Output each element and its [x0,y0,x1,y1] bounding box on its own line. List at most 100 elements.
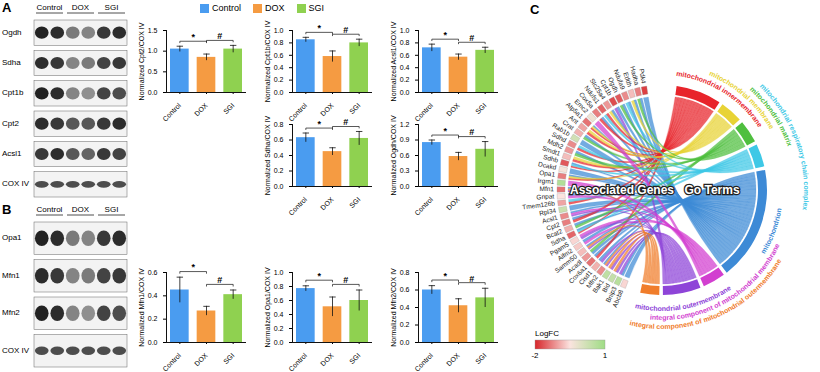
svg-text:0.2: 0.2 [274,325,284,332]
svg-text:0.0: 0.0 [400,183,410,190]
svg-text:0.8: 0.8 [400,269,410,276]
svg-text:Associated Genes: Associated Genes [570,183,674,197]
svg-text:0.0: 0.0 [400,339,410,346]
svg-text:Control: Control [287,351,308,372]
svg-text:SGI: SGI [348,196,362,210]
svg-text:0.0: 0.0 [148,89,158,96]
svg-text:Control: Control [37,3,63,12]
svg-text:*: * [191,262,195,272]
svg-text:DOX: DOX [72,3,90,12]
svg-text:Normalized Mfn1/COX IV: Normalized Mfn1/COX IV [138,268,145,347]
svg-text:Control: Control [161,101,182,122]
svg-text:0.8: 0.8 [274,283,284,290]
svg-text:*: * [443,30,447,40]
svg-text:0.2: 0.2 [274,167,284,174]
svg-text:Normalized Cpt2/COX IV: Normalized Cpt2/COX IV [138,22,146,100]
svg-text:0.8: 0.8 [274,39,284,46]
svg-text:0.4: 0.4 [400,304,410,311]
svg-text:SGI: SGI [474,102,488,116]
svg-text:C: C [530,2,540,17]
svg-text:*: * [317,271,321,281]
svg-text:DOX: DOX [193,351,209,367]
svg-text:Cpt2: Cpt2 [2,119,19,128]
svg-text:#: # [217,275,222,285]
svg-text:1.0: 1.0 [148,47,158,54]
svg-text:0.4: 0.4 [274,64,284,71]
svg-text:1.0: 1.0 [274,27,284,34]
svg-text:mitochondrial outermembrane: mitochondrial outermembrane [635,284,732,312]
svg-text:Mfn2: Mfn2 [2,308,20,317]
svg-text:Control: Control [161,351,182,372]
svg-text:Go Terms: Go Terms [684,183,739,197]
svg-text:*: * [443,126,447,136]
svg-text:0.6: 0.6 [274,297,284,304]
svg-text:DOX: DOX [193,101,209,117]
svg-text:0.4: 0.4 [400,64,410,71]
svg-text:#: # [469,33,474,43]
svg-text:SGI: SGI [474,196,488,210]
svg-text:*: * [191,32,195,42]
svg-text:Control: Control [413,101,434,122]
svg-text:B: B [2,202,11,217]
svg-text:Gnpat: Gnpat [536,192,554,201]
svg-text:#: # [469,127,474,137]
svg-text:0.4: 0.4 [274,311,284,318]
svg-text:1.0: 1.0 [400,27,410,34]
svg-text:SGI: SGI [474,352,488,366]
svg-text:1.5: 1.5 [148,27,158,34]
svg-text:Mfn1: Mfn1 [540,185,555,192]
svg-text:#: # [343,275,348,285]
svg-text:DOX: DOX [319,101,335,117]
svg-text:0.8: 0.8 [400,39,410,46]
svg-text:0.8: 0.8 [274,121,284,128]
svg-text:1: 1 [603,351,608,360]
svg-text:0.4: 0.4 [274,152,284,159]
svg-text:0.4: 0.4 [148,292,158,299]
svg-text:0.2: 0.2 [274,76,284,83]
svg-text:Normalized Cpt1b/COX IV: Normalized Cpt1b/COX IV [264,20,272,102]
svg-text:COX IV: COX IV [2,346,30,355]
svg-text:SGI: SGI [105,3,119,12]
svg-text:0.3: 0.3 [400,167,410,174]
svg-text:Control: Control [37,205,63,214]
svg-text:0.9: 0.9 [400,136,410,143]
svg-text:#: # [343,25,348,35]
svg-text:Ogdh: Ogdh [2,28,22,37]
svg-text:Normalized Acsl1/COX IV: Normalized Acsl1/COX IV [390,21,397,101]
svg-text:0.0: 0.0 [274,339,284,346]
svg-text:Control: Control [287,195,308,216]
svg-text:0.5: 0.5 [148,68,158,75]
svg-text:Normalized Mfn2/COX IV: Normalized Mfn2/COX IV [390,268,397,347]
svg-text:Cpt1b: Cpt1b [2,88,24,97]
svg-text:Normalized Sdha/COX IV: Normalized Sdha/COX IV [264,115,271,195]
svg-text:Control: Control [413,195,434,216]
svg-text:-2: -2 [531,351,539,360]
svg-text:#: # [343,117,348,127]
svg-text:0.6: 0.6 [274,136,284,143]
svg-text:0.6: 0.6 [400,52,410,59]
svg-text:SGI: SGI [105,205,119,214]
svg-text:Control: Control [413,351,434,372]
svg-text:Opa1: Opa1 [2,233,22,242]
svg-text:Irgm1: Irgm1 [537,177,555,186]
svg-text:Control: Control [287,101,308,122]
svg-text:0.0: 0.0 [148,339,158,346]
svg-text:Normalized Opa1/COX IV: Normalized Opa1/COX IV [264,267,272,347]
svg-text:COX IV: COX IV [2,179,30,188]
svg-text:SGI: SGI [348,102,362,116]
svg-text:0.2: 0.2 [148,315,158,322]
svg-text:Mfn1: Mfn1 [2,271,20,280]
svg-text:DOX: DOX [445,351,461,367]
svg-text:integral component of mitochon: integral component of mitochondrial oute… [629,258,783,331]
svg-text:DOX: DOX [445,195,461,211]
svg-text:SGI: SGI [348,352,362,366]
svg-text:DOX: DOX [319,195,335,211]
svg-text:0.6: 0.6 [400,286,410,293]
svg-text:SGI: SGI [222,102,236,116]
svg-text:Tmem126b: Tmem126b [522,199,556,210]
svg-text:0.0: 0.0 [400,89,410,96]
svg-text:0.6: 0.6 [400,152,410,159]
svg-text:0.0: 0.0 [274,89,284,96]
svg-text:Acsl1: Acsl1 [2,149,22,158]
svg-text:mitochondrial respiratory chai: mitochondrial respiratory chain complex [759,82,810,210]
